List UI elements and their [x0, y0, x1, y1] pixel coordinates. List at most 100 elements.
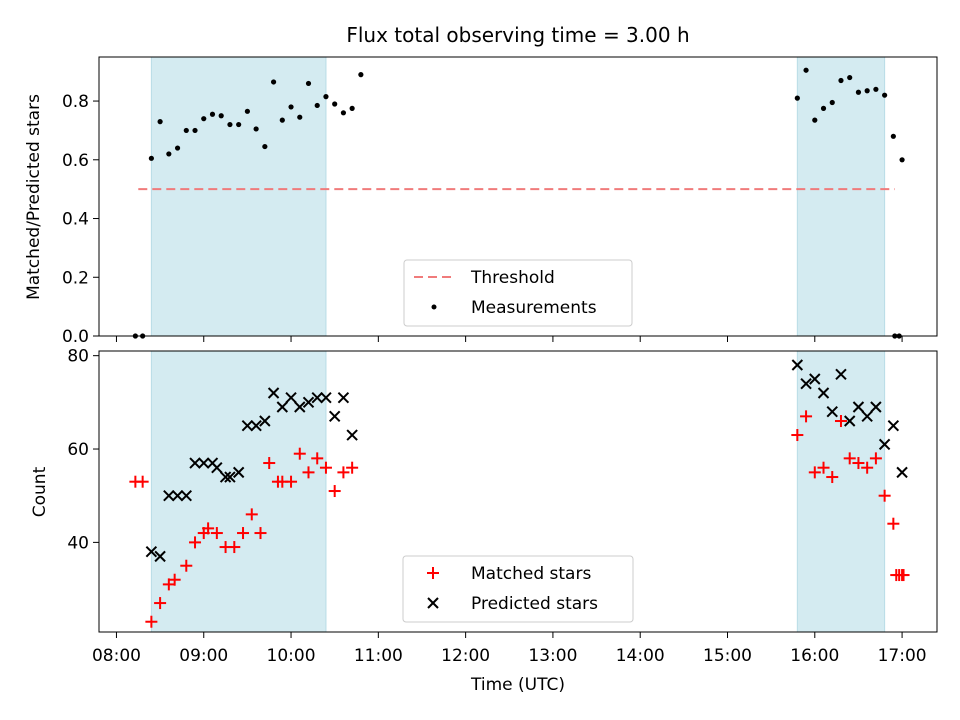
top-y-ticks: 0.0 0.2 0.4 0.6 0.8: [62, 92, 99, 347]
predicted-point-30: [826, 405, 838, 418]
measurement-point-6: [174, 145, 181, 151]
matched-point-8: [189, 536, 202, 549]
predicted-point-20: [302, 396, 315, 409]
measurement-point-21: [305, 80, 312, 87]
top-panel: 0.00.20.40.60.8 Matched/Predicted stars …: [24, 56, 938, 347]
matched-point-33: [834, 415, 847, 428]
x-tick-label-3: 10:00: [267, 646, 316, 666]
measurement-point-34: [847, 74, 853, 81]
measurement-point-17: [270, 79, 277, 85]
matched-point-4: [154, 597, 167, 610]
top-observing-windows: [150, 56, 886, 337]
matched-point-43: [893, 569, 906, 582]
predicted-point-14: [250, 419, 262, 432]
matched-point-25: [328, 485, 341, 498]
measurement-point-36: [864, 88, 870, 94]
bottom-panel: 40 60 80 08:00 09:00 10:00 11:00 12:00 13:00 14:…: [30, 347, 938, 695]
predicted-point-3: [163, 489, 175, 502]
measurement-point-22: [314, 102, 320, 109]
top-observing-window-2: [796, 56, 886, 337]
measurement-point-5: [166, 151, 172, 157]
legend-measurements-swatch: [431, 304, 437, 310]
predicted-point-18: [285, 391, 297, 404]
predicted-point-37: [887, 419, 900, 432]
bottom-y-ticks: 40 60 80: [67, 347, 99, 553]
x-tick-label-7: 14:00: [616, 646, 665, 666]
top-observing-window-1: [150, 56, 327, 337]
predicted-point-33: [852, 401, 865, 413]
top-y-tick-label-1: 0.0: [62, 327, 89, 347]
measurement-point-24: [332, 101, 338, 107]
measurement-point-25: [340, 110, 347, 116]
matched-point-29: [800, 410, 813, 423]
measurement-point-23: [323, 94, 329, 100]
measurement-point-39: [890, 133, 896, 139]
matched-point-20: [285, 475, 298, 488]
x-tick-label-4: 11:00: [354, 646, 403, 666]
measurement-point-27: [358, 72, 364, 78]
predicted-point-2: [154, 550, 166, 563]
matched-point-26: [337, 466, 350, 479]
matched-point-2: [136, 475, 149, 488]
measurement-point-19: [288, 104, 294, 110]
bottom-plot-frame: [98, 350, 938, 633]
matched-point-31: [817, 461, 830, 474]
x-tick-label-1: 08:00: [92, 646, 141, 666]
measurement-point-16: [262, 143, 268, 150]
matched-points: [129, 410, 910, 628]
measurement-point-8: [192, 127, 198, 134]
matched-point-23: [311, 452, 324, 465]
predicted-point-32: [844, 415, 856, 427]
predicted-point-31: [835, 368, 847, 381]
measurement-point-26: [349, 105, 355, 111]
bottom-y-tick-label-2: 60: [67, 440, 89, 460]
x-axis-label: Time (UTC): [470, 675, 565, 695]
top-y-tick-label-5: 0.8: [62, 92, 89, 112]
matched-point-21: [293, 447, 306, 460]
predicted-point-10: [219, 471, 232, 483]
matched-point-24: [319, 461, 332, 474]
predicted-point-36: [878, 438, 891, 451]
x-tick-label-9: 16:00: [790, 646, 839, 666]
predicted-point-19: [294, 401, 306, 413]
bottom-x-ticks: 08:00 09:00 10:00 11:00 12:00 13:00 14:00 15:00…: [92, 632, 927, 666]
top-y-tick-label-3: 0.4: [62, 210, 89, 230]
legend-measurements-label: Measurements: [471, 298, 597, 318]
matched-point-11: [210, 527, 223, 540]
measurement-point-29: [803, 67, 809, 73]
measurement-point-7: [183, 127, 189, 134]
measurement-point-37: [873, 86, 879, 92]
matched-point-6: [168, 573, 181, 586]
legend-predicted-label: Predicted stars: [471, 594, 598, 614]
top-x-ticks: [115, 336, 903, 342]
measurement-point-12: [227, 121, 233, 128]
matched-point-13: [228, 541, 241, 554]
measurement-point-32: [829, 99, 835, 106]
measurement-point-28: [794, 95, 800, 101]
measurement-point-30: [812, 117, 818, 123]
matched-point-35: [852, 457, 865, 470]
top-legend: Threshold Measurements: [403, 259, 633, 327]
matched-point-34: [843, 452, 856, 465]
matched-point-30: [808, 466, 821, 479]
bottom-y-tick-label-3: 80: [67, 347, 89, 367]
legend-matched-label: Matched stars: [471, 564, 591, 584]
legend-threshold-label: Threshold: [470, 268, 555, 288]
measurement-point-38: [882, 92, 888, 98]
bottom-observing-window-1: [150, 350, 327, 633]
x-tick-label-6: 13:00: [528, 646, 577, 666]
measurement-point-15: [253, 126, 259, 132]
predicted-points: [145, 359, 908, 563]
matched-point-39: [887, 517, 900, 530]
measurement-points: [132, 67, 905, 339]
matched-point-7: [180, 559, 193, 572]
matched-point-3: [145, 615, 158, 628]
predicted-point-13: [241, 419, 254, 432]
x-tick-label-2: 09:00: [179, 646, 228, 666]
predicted-point-11: [224, 471, 236, 483]
measurement-point-11: [218, 113, 224, 119]
bottom-legend: Matched stars Predicted stars: [402, 555, 634, 623]
measurement-point-20: [297, 114, 303, 120]
predicted-point-4: [171, 489, 184, 502]
bottom-legend-box: [402, 555, 634, 623]
